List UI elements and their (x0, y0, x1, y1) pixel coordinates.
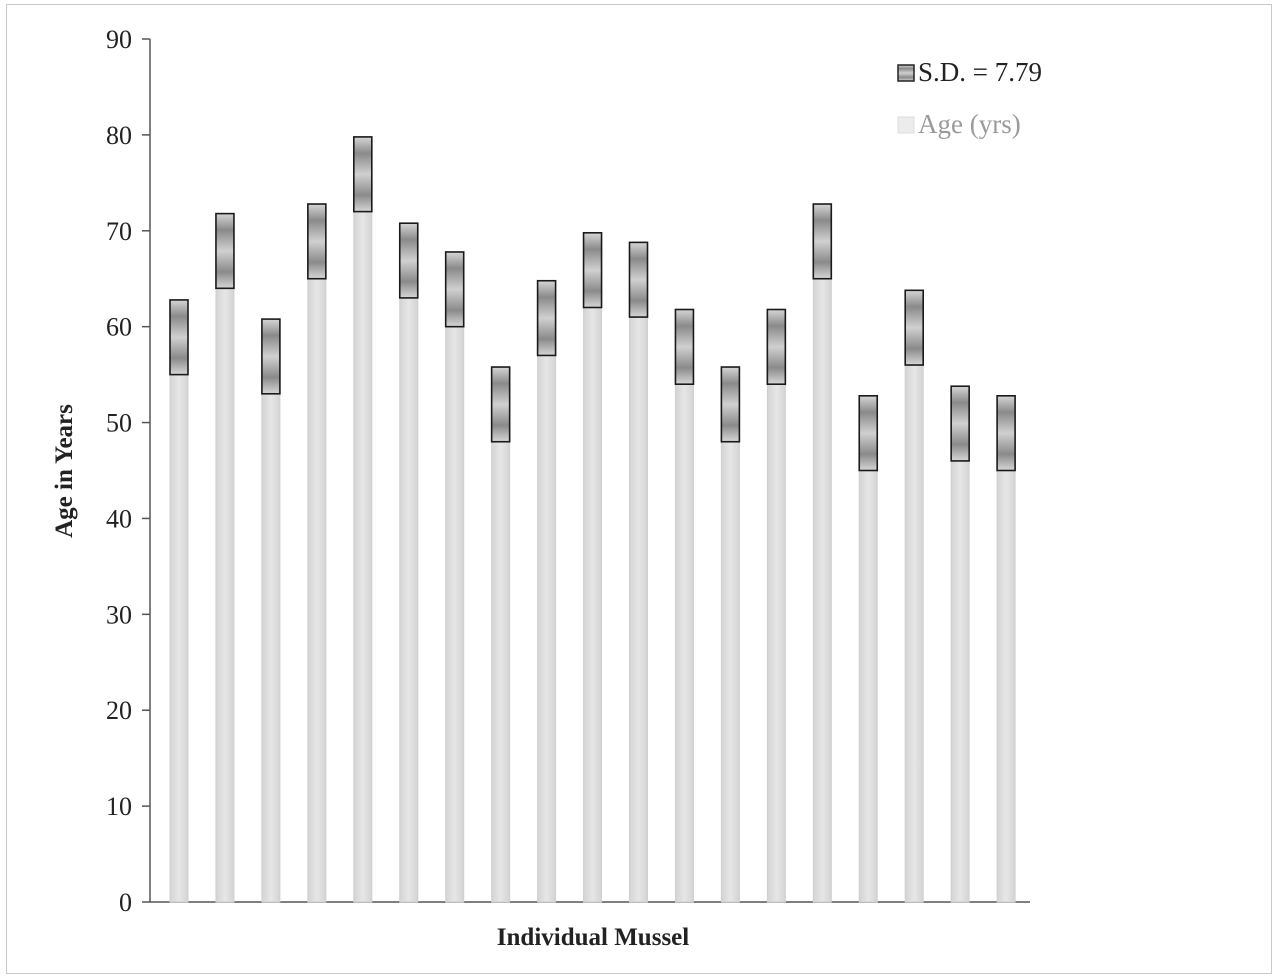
chart-frame (6, 4, 1272, 974)
y-tick-label: 30 (106, 600, 132, 629)
age-bar (766, 383, 786, 903)
y-tick-label: 20 (106, 696, 132, 725)
age-bar (950, 460, 970, 903)
sd-bar (444, 251, 465, 328)
sd-bar (536, 279, 557, 357)
sd-bar (720, 366, 741, 443)
sd-bar (490, 366, 511, 443)
age-bar (629, 316, 648, 903)
age-bar (904, 364, 924, 903)
legend-label-age: Age (yrs) (918, 109, 1021, 139)
y-tick-label: 10 (106, 792, 132, 821)
age-bar (583, 306, 603, 903)
age-bar (537, 354, 557, 903)
age-bar (996, 470, 1016, 903)
age-bar (261, 393, 281, 903)
legend-swatch-age (897, 116, 915, 134)
sd-bar (628, 241, 649, 318)
sd-bar (215, 212, 235, 290)
sd-bar (307, 203, 327, 280)
age-bar (215, 287, 235, 903)
age-bar (353, 211, 373, 903)
age-bar (812, 278, 832, 903)
sd-bar (766, 308, 787, 386)
y-tick-label: 70 (106, 217, 132, 246)
age-bar (491, 441, 511, 903)
sd-bar (169, 299, 189, 376)
age-bar (445, 326, 465, 903)
y-axis-title: Age in Years (51, 404, 78, 538)
legend-label-sd: S.D. = 7.79 (918, 57, 1042, 87)
legend: S.D. = 7.79 Age (yrs) (897, 57, 1042, 139)
sd-bar (261, 318, 281, 395)
sd-bar (398, 222, 419, 299)
sd-bar (812, 203, 833, 280)
age-bar (674, 383, 694, 903)
y-tick-label: 50 (106, 409, 132, 438)
age-bar (720, 441, 740, 903)
sd-bar (674, 308, 695, 386)
y-tick-label: 0 (119, 888, 132, 917)
sd-bar (904, 289, 925, 366)
sd-bar (950, 385, 970, 462)
y-tick-label: 40 (106, 504, 132, 533)
legend-swatch-sd (897, 64, 915, 82)
sd-bar (996, 395, 1016, 472)
age-bar (307, 278, 327, 903)
sd-bar (352, 136, 373, 213)
sd-bar (858, 395, 879, 472)
y-tick-label: 60 (106, 313, 132, 342)
age-bar (858, 470, 878, 903)
age-bar (399, 297, 419, 903)
y-tick-label: 90 (106, 25, 132, 54)
x-axis-title: Individual Mussel (497, 924, 689, 951)
age-bar (169, 374, 189, 903)
y-tick-label: 80 (106, 121, 132, 150)
plot-area: 0 10 20 30 40 50 60 70 80 90 (106, 25, 1030, 917)
sd-bar (582, 231, 603, 309)
